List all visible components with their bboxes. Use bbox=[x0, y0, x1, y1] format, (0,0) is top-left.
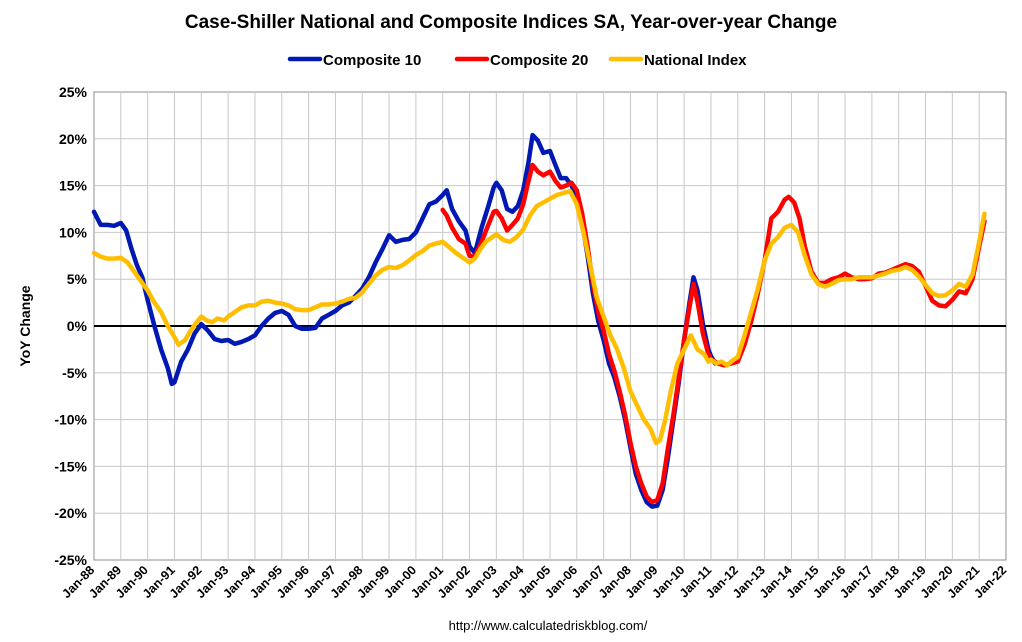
y-axis-ticks: 25% 20% 15% 10% 5% 0% -5% -10% -15% -20% -25% bbox=[54, 84, 87, 568]
y-tick-label-0: 25% bbox=[59, 84, 88, 100]
y-tick-label-2: 15% bbox=[59, 178, 88, 194]
y-tick-label-6: -5% bbox=[62, 365, 87, 381]
series-lines bbox=[91, 132, 987, 509]
y-tick-label-9: -20% bbox=[54, 505, 87, 521]
y-tick-label-1: 20% bbox=[59, 131, 88, 147]
legend: Composite 10 Composite 20 National Index bbox=[287, 52, 747, 69]
y-tick-label-7: -10% bbox=[54, 412, 87, 428]
legend-label-composite-20: Composite 20 bbox=[490, 52, 588, 69]
y-tick-label-10: -25% bbox=[54, 552, 87, 568]
chart-title: Case-Shiller National and Composite Indi… bbox=[185, 12, 837, 33]
y-tick-label-5: 0% bbox=[67, 318, 88, 334]
y-tick-label-3: 10% bbox=[59, 224, 88, 240]
y-tick-label-4: 5% bbox=[67, 271, 88, 287]
legend-label-composite-10: Composite 10 bbox=[323, 52, 421, 69]
legend-label-national-index: National Index bbox=[644, 52, 747, 69]
source-credit: http://www.calculatedriskblog.com/ bbox=[449, 618, 648, 633]
y-tick-label-8: -15% bbox=[54, 458, 87, 474]
series-line-national-index bbox=[91, 188, 987, 446]
y-axis-label: YoY Change bbox=[17, 285, 33, 366]
